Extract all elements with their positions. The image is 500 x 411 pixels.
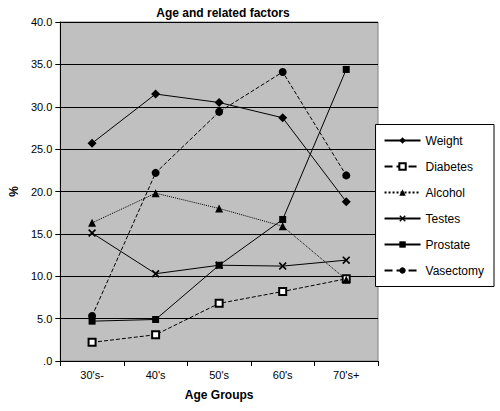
svg-text:Age Groups: Age Groups bbox=[185, 388, 254, 402]
svg-text:.0: .0 bbox=[43, 355, 52, 367]
svg-text:%: % bbox=[7, 186, 21, 197]
svg-text:Vasectomy: Vasectomy bbox=[426, 264, 484, 278]
svg-text:15.0: 15.0 bbox=[31, 228, 52, 240]
svg-text:Diabetes: Diabetes bbox=[426, 160, 473, 174]
svg-text:Testes: Testes bbox=[426, 212, 461, 226]
svg-text:50's: 50's bbox=[209, 369, 229, 381]
svg-text:10.0: 10.0 bbox=[31, 270, 52, 282]
svg-text:35.0: 35.0 bbox=[31, 58, 52, 70]
svg-text:70's+: 70's+ bbox=[333, 369, 359, 381]
svg-text:5.0: 5.0 bbox=[37, 313, 52, 325]
svg-text:25.0: 25.0 bbox=[31, 143, 52, 155]
svg-text:Age and related factors: Age and related factors bbox=[156, 6, 290, 20]
svg-text:20.0: 20.0 bbox=[31, 186, 52, 198]
svg-text:Prostate: Prostate bbox=[426, 238, 471, 252]
svg-text:60's: 60's bbox=[273, 369, 293, 381]
svg-text:Weight: Weight bbox=[426, 134, 464, 148]
svg-text:40's: 40's bbox=[146, 369, 166, 381]
svg-text:30.0: 30.0 bbox=[31, 101, 52, 113]
svg-text:40.0: 40.0 bbox=[31, 16, 52, 28]
svg-text:30's-: 30's- bbox=[80, 369, 104, 381]
svg-text:Alcohol: Alcohol bbox=[426, 186, 465, 200]
